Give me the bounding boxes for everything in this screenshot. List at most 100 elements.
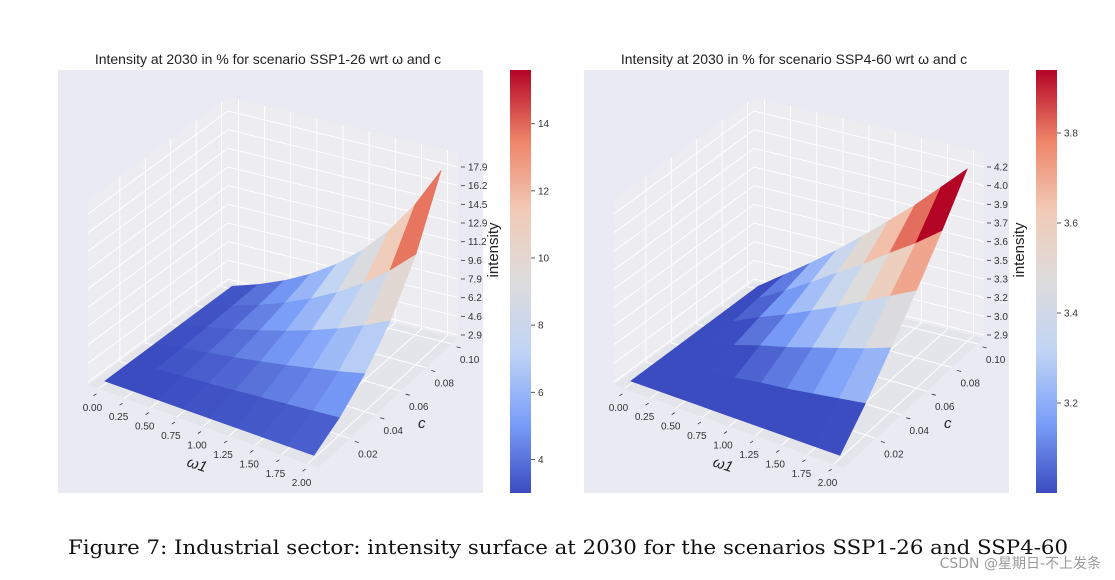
y-tick-label: 0.02 [884,449,904,460]
surface-face [287,410,340,456]
x-tick-label: 1.00 [187,441,207,452]
y-tick-label: 0.04 [384,426,404,437]
left-grid-line [87,241,229,346]
back-grid-line [227,110,459,168]
left-grid-line [613,185,755,290]
x-tick-label: 0.25 [109,412,129,423]
chart-2: Intensity at 2030 in % for scenario SSP4… [584,51,1078,493]
x-tick-mark [619,393,623,397]
y-tick-label: 0.08 [434,379,454,390]
y-tick-mark [931,393,936,396]
x-tick-mark [276,459,280,463]
y-tick-label: 0.10 [460,355,480,366]
x-tick-label: 2.00 [292,478,312,489]
y-axis-label: c [418,415,426,432]
floor-grid-line [833,335,974,465]
left-grid-line [613,222,755,327]
left-grid-line [613,278,755,383]
z-tick-label: 3.0 [994,312,1008,323]
z-tick-label: 4.6 [468,312,482,323]
colorbar-tick-label: 3.8 [1064,129,1078,140]
z-tick-label: 11.2 [468,237,487,248]
z-tick-label: 12.9 [468,219,488,230]
colorbar-tick-label: 4 [538,455,544,466]
x-tick-label: 1.50 [240,459,260,470]
x-tick-mark [223,440,228,444]
z-tick-label: 17.9 [468,163,488,174]
x-tick-mark [145,412,149,415]
x-tick-mark [723,431,728,434]
left-grid-line [87,222,229,327]
colorbar-tick-label: 12 [538,186,550,197]
x-tick-label: 0.25 [635,412,655,423]
colorbar-tick-label: 3.2 [1064,399,1078,410]
y-tick-label: 0.08 [960,379,980,390]
z-tick-label: 4.0 [994,181,1008,192]
y-axis-label: c [944,415,952,432]
surface-face [813,398,866,456]
colorbar-tick-label: 3.6 [1064,219,1078,230]
left-grid-line [87,129,229,234]
z-tick-label: 14.5 [468,200,488,211]
y-tick-label: 0.10 [986,355,1006,366]
x-tick-mark [93,393,97,397]
y-tick-mark [957,370,962,372]
z-tick-label: 2.9 [994,331,1008,342]
left-grid-line [87,166,229,271]
x-tick-label: 2.00 [818,478,838,489]
left-grid-line [613,166,755,271]
colorbar-tick-label: 14 [538,119,550,130]
x-tick-mark [671,412,675,415]
x-tick-label: 1.75 [792,469,812,480]
colorbar-tick-label: 6 [538,388,544,399]
y-tick-label: 0.06 [409,402,429,413]
z-tick-label: 7.9 [468,275,482,286]
x-tick-mark [697,421,702,425]
x-tick-mark [828,468,832,472]
back-grid-line [227,222,459,280]
z-tick-label: 4.2 [994,163,1008,174]
left-grid-line [87,278,229,383]
left-wall-pane [88,97,228,385]
x-tick-label: 1.00 [713,441,733,452]
left-grid-line [87,259,229,364]
left-grid-line [613,147,755,252]
watermark: CSDN @星期日-不上发条 [940,555,1101,572]
y-tick-label: 0.04 [910,426,930,437]
z-tick-label: 3.3 [994,275,1008,286]
x-tick-mark [645,402,649,406]
z-tick-label: 16.2 [468,181,488,192]
colorbar [510,70,531,493]
y-tick-label: 0.02 [358,449,378,460]
x-axis-label: ω1 [711,454,735,476]
y-tick-mark [906,417,911,420]
back-grid-line [227,203,459,261]
chart-title: Intensity at 2030 in % for scenario SSP1… [95,51,441,67]
back-grid-line [753,129,985,187]
chart-1: Intensity at 2030 in % for scenario SSP1… [58,51,550,493]
x-tick-mark [197,431,202,434]
x-tick-label: 1.25 [213,450,233,461]
x-axis-label: ω1 [185,454,209,476]
z-axis-label: intensity [1011,222,1028,278]
z-tick-label: 3.9 [994,200,1008,211]
z-tick-label: 3.6 [994,237,1008,248]
x-tick-label: 0.75 [161,431,181,442]
colorbar-tick-label: 8 [538,321,544,332]
left-grid-line [87,203,229,308]
y-tick-mark [880,441,885,443]
colorbar-tick-label: 3.4 [1064,309,1078,320]
x-tick-label: 0.50 [135,422,155,433]
x-tick-mark [749,440,754,444]
left-grid-line [87,185,229,290]
back-grid-line [753,185,985,243]
y-tick-mark [354,441,359,443]
chart-title: Intensity at 2030 in % for scenario SSP4… [621,51,967,67]
colorbar [1036,70,1057,493]
left-grid-line [613,203,755,308]
x-tick-label: 1.75 [266,469,286,480]
z-axis-label: intensity [485,222,502,278]
floor-grid-line [307,335,448,465]
left-grid-line [613,259,755,364]
left-grid-line [613,129,755,234]
